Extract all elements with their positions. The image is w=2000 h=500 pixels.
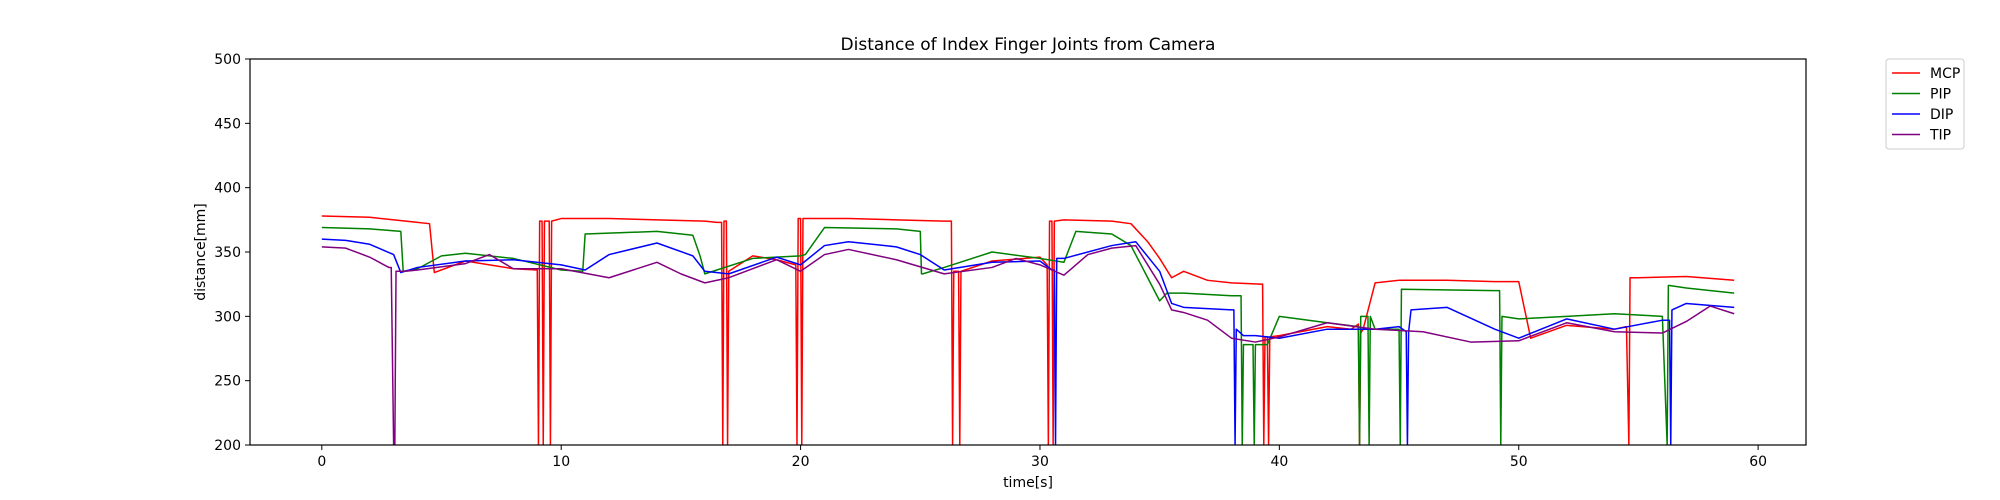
x-axis-label: time[s] bbox=[1003, 475, 1053, 491]
series-line-pip bbox=[321, 226, 1735, 445]
x-tick-label: 0 bbox=[317, 454, 326, 470]
legend-box bbox=[1885, 58, 1965, 150]
x-tick-label: 40 bbox=[1270, 454, 1288, 470]
y-tick-label: 250 bbox=[214, 374, 241, 390]
y-tick-label: 400 bbox=[214, 181, 241, 197]
y-tick-label: 500 bbox=[214, 52, 241, 68]
y-tick-label: 200 bbox=[214, 438, 241, 454]
y-tick-label: 350 bbox=[214, 245, 241, 261]
y-axis: 200 250 300 350 400 450 500 bbox=[214, 52, 250, 454]
series-layer bbox=[321, 215, 1735, 445]
x-tick-label: 30 bbox=[1031, 454, 1049, 470]
x-tick-label: 10 bbox=[552, 454, 570, 470]
x-axis: 0 10 20 30 40 50 60 bbox=[317, 445, 1767, 470]
legend-label-pip: PIP bbox=[1930, 87, 1951, 103]
y-tick-label: 300 bbox=[214, 309, 241, 325]
series-line-dip bbox=[321, 238, 1735, 445]
legend-label-tip: TIP bbox=[1929, 128, 1951, 144]
chart-title: Distance of Index Finger Joints from Cam… bbox=[841, 35, 1216, 55]
legend: MCP PIP DIP TIP bbox=[1885, 58, 1965, 150]
y-axis-label: distance[mm] bbox=[193, 203, 209, 301]
legend-label-mcp: MCP bbox=[1930, 66, 1960, 82]
x-tick-label: 50 bbox=[1510, 454, 1528, 470]
x-tick-label: 20 bbox=[792, 454, 810, 470]
x-tick-label: 60 bbox=[1749, 454, 1767, 470]
series-line-tip bbox=[321, 244, 1735, 445]
legend-label-dip: DIP bbox=[1930, 107, 1953, 123]
y-tick-label: 450 bbox=[214, 116, 241, 132]
